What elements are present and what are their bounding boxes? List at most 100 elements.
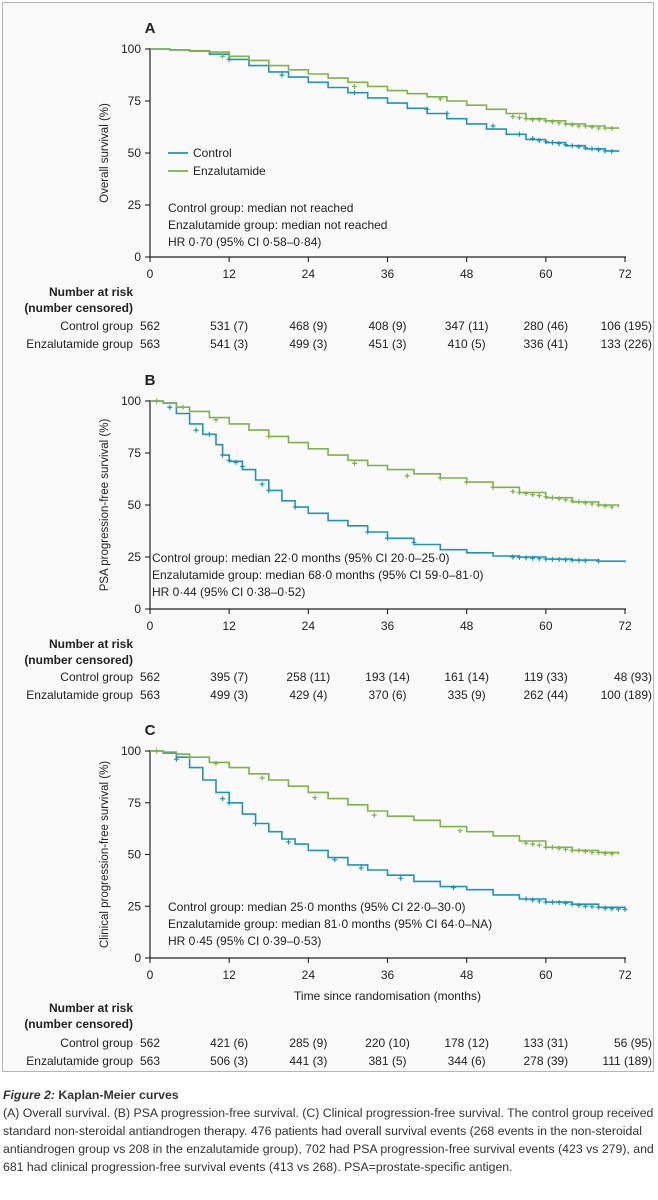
risk-cell-enzalutamide: 541 (3): [210, 337, 248, 351]
y-tick-label: 75: [128, 796, 142, 810]
censor-mark-control: [549, 556, 555, 562]
censor-mark-enzalutamide: [569, 847, 575, 853]
risk-cell-enzalutamide: 506 (3): [210, 1054, 248, 1068]
censor-mark-control: [226, 800, 232, 806]
censor-mark-enzalutamide: [530, 117, 536, 123]
risk-cell-control: 56 (95): [614, 1036, 652, 1050]
censor-mark-control: [602, 905, 608, 911]
censor-mark-control: [220, 796, 226, 802]
kaplan-meier-figure: A 0 25 50 75 100 0 12 24 36 48 60 72 Overall survival…: [24, 20, 652, 1068]
censor-mark-control: [563, 900, 569, 906]
y-tick-label: 50: [128, 146, 142, 160]
censor-mark-enzalutamide: [220, 53, 226, 59]
censor-mark-control: [615, 906, 621, 912]
censor-mark-enzalutamide: [523, 491, 529, 497]
x-tick-label: 0: [147, 968, 154, 982]
x-tick-label: 72: [618, 267, 632, 281]
censor-mark-control: [226, 56, 232, 62]
censor-mark-enzalutamide: [556, 845, 562, 851]
censor-mark-enzalutamide: [536, 493, 542, 499]
censor-mark-enzalutamide: [213, 417, 219, 423]
median-annotation: Enzalutamide group: median 81·0 months (…: [168, 917, 492, 931]
risk-cell-control: 421 (6): [210, 1036, 248, 1050]
censor-mark-enzalutamide: [536, 842, 542, 848]
risk-row-label-control: Control group: [60, 670, 133, 684]
risk-table-heading: (number censored): [24, 653, 133, 667]
x-tick-label: 72: [618, 619, 632, 633]
x-tick-label: 36: [381, 619, 395, 633]
curve-enzalutamide: [150, 400, 620, 508]
censor-mark-control: [582, 558, 588, 564]
censor-mark-enzalutamide: [543, 844, 549, 850]
censor-mark-control: [589, 146, 595, 152]
risk-table: Number at risk (number censored) Control g…: [24, 285, 652, 351]
censor-mark-enzalutamide: [530, 492, 536, 498]
panel-c: C 0 25 50 75 100 0 12 24 36 48 60 72 Clinical progres…: [24, 722, 652, 1068]
censor-mark-enzalutamide: [569, 498, 575, 504]
censor-mark-control: [352, 90, 358, 96]
censor-mark-control: [582, 903, 588, 909]
censor-mark-enzalutamide: [437, 96, 443, 102]
censor-mark-control: [543, 899, 549, 905]
censor-mark-enzalutamide: [582, 848, 588, 854]
censor-mark-control: [596, 904, 602, 910]
risk-table-heading: Number at risk: [49, 285, 133, 299]
censor-mark-control: [523, 555, 529, 561]
risk-table-heading: Number at risk: [49, 1001, 133, 1015]
censor-mark-enzalutamide: [602, 125, 608, 131]
y-tick-label: 100: [121, 42, 141, 56]
censor-mark-enzalutamide: [154, 398, 160, 404]
risk-cell-enzalutamide: 499 (3): [289, 337, 327, 351]
x-tick-label: 36: [381, 267, 395, 281]
risk-cell-control: 347 (11): [445, 319, 489, 333]
censor-mark-control: [226, 457, 232, 463]
risk-cell-enzalutamide: 111 (189): [602, 1054, 652, 1068]
censor-mark-enzalutamide: [523, 840, 529, 846]
risk-cell-control: 395 (7): [210, 670, 248, 684]
censor-mark-control: [596, 558, 602, 564]
risk-cell-enzalutamide: 441 (3): [289, 1054, 327, 1068]
censor-mark-control: [556, 141, 562, 147]
censor-mark-control: [490, 123, 496, 129]
censor-mark-enzalutamide: [259, 775, 265, 781]
censor-mark-enzalutamide: [609, 504, 615, 510]
curve-control: [150, 48, 620, 152]
censor-mark-control: [510, 554, 516, 560]
x-tick-label: 60: [539, 267, 553, 281]
censor-mark-control: [536, 556, 542, 562]
legend-label-control: Control: [193, 146, 232, 160]
censor-mark-control: [206, 431, 212, 437]
legend-label-enzalutamide: Enzalutamide: [193, 164, 266, 178]
risk-cell-control: 193 (14): [365, 670, 410, 684]
y-axis-label: Clinical progression-free survival (%): [99, 761, 111, 948]
risk-cell-control: 562: [140, 670, 160, 684]
censor-mark-enzalutamide: [516, 115, 522, 121]
censor-mark-control: [543, 556, 549, 562]
risk-cell-enzalutamide: 278 (39): [523, 1054, 568, 1068]
censor-mark-enzalutamide: [457, 828, 463, 834]
censor-mark-enzalutamide: [187, 754, 193, 760]
x-tick-label: 72: [618, 968, 632, 982]
censor-mark-enzalutamide: [596, 849, 602, 855]
censor-mark-control: [530, 897, 536, 903]
y-tick-label: 75: [128, 446, 142, 460]
censor-mark-enzalutamide: [609, 851, 615, 857]
risk-cell-control: 133 (31): [523, 1036, 568, 1050]
legend: Control Enzalutamide: [168, 146, 266, 178]
censor-mark-enzalutamide: [582, 500, 588, 506]
x-axis-title: Time since randomisation (months): [294, 989, 481, 1003]
panel-letter: C: [145, 722, 156, 739]
censor-mark-control: [549, 140, 555, 146]
y-tick-label: 75: [128, 94, 142, 108]
y-tick-label: 50: [128, 498, 142, 512]
censor-mark-control: [444, 110, 450, 116]
censor-mark-enzalutamide: [596, 125, 602, 131]
risk-cell-control: 161 (14): [444, 670, 489, 684]
risk-cell-enzalutamide: 410 (5): [448, 337, 486, 351]
x-tick-label: 48: [460, 619, 474, 633]
censor-mark-enzalutamide: [180, 404, 186, 410]
risk-cell-control: 258 (11): [286, 670, 330, 684]
risk-cell-control: 285 (9): [289, 1036, 327, 1050]
censor-mark-enzalutamide: [213, 760, 219, 766]
caption-title: Figure 2: Kaplan-Meier curves: [3, 1086, 655, 1104]
